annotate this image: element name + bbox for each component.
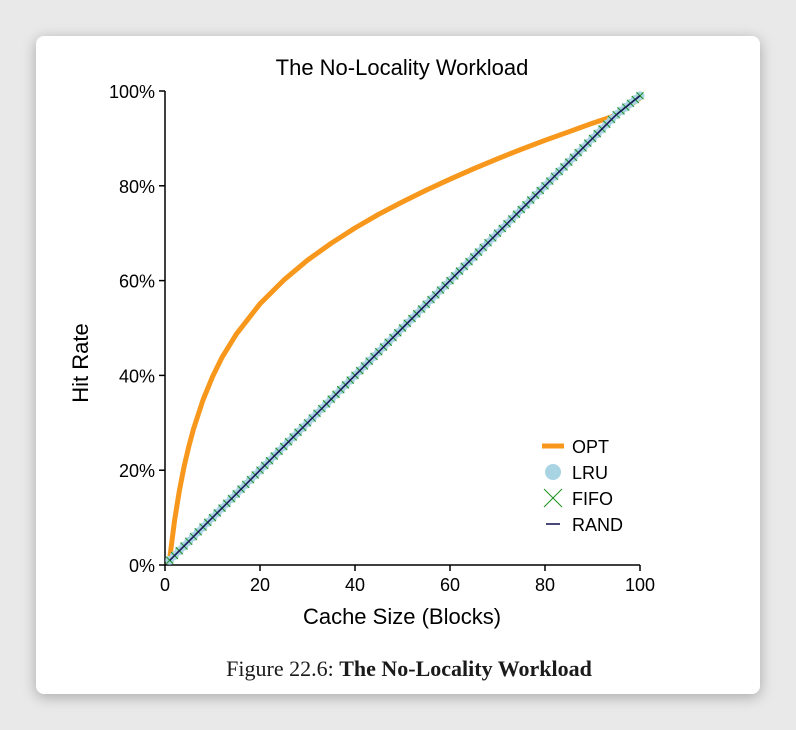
y-tick-label: 40% — [119, 366, 155, 386]
legend: OPT LRU FIFO RAND — [542, 437, 623, 535]
figure-caption: Figure 22.6: The No-Locality Workload — [36, 656, 782, 682]
y-tick-label: 20% — [119, 461, 155, 481]
caption-title: The No-Locality Workload — [339, 656, 592, 681]
x-tick-label: 60 — [440, 575, 460, 595]
x-tick-label: 40 — [345, 575, 365, 595]
legend-item-fifo: FIFO — [543, 488, 613, 509]
chart-title: The No-Locality Workload — [276, 55, 529, 80]
y-tick-label: 100% — [109, 82, 155, 102]
x-tick-label: 0 — [160, 575, 170, 595]
x-axis-label: Cache Size (Blocks) — [303, 604, 501, 629]
legend-label: FIFO — [572, 489, 613, 509]
legend-label: OPT — [572, 437, 609, 457]
legend-item-rand: RAND — [546, 515, 623, 535]
y-tick-label: 60% — [119, 272, 155, 292]
legend-swatch — [543, 488, 563, 508]
caption-prefix: Figure 22.6: — [226, 656, 334, 681]
y-tick-label: 0% — [129, 556, 155, 576]
axes: 0 20 40 60 80 100 0% 20% 40% 60% 80% 100% — [109, 82, 655, 595]
series-layer — [165, 91, 645, 565]
figure-card: The No-Locality Workload Hit Rate Cache … — [36, 36, 760, 694]
x-tick-label: 80 — [535, 575, 555, 595]
legend-item-lru: LRU — [545, 463, 608, 483]
legend-label: LRU — [572, 463, 608, 483]
legend-item-opt: OPT — [542, 437, 609, 457]
series-opt-line — [167, 95, 643, 561]
chart-svg: The No-Locality Workload Hit Rate Cache … — [68, 55, 655, 629]
x-tick-label: 20 — [250, 575, 270, 595]
series-rand-line — [169, 95, 641, 561]
y-tick-label: 80% — [119, 177, 155, 197]
x-tick-label: 100 — [625, 575, 655, 595]
legend-swatch — [545, 464, 561, 480]
y-axis-label: Hit Rate — [68, 323, 93, 402]
legend-label: RAND — [572, 515, 623, 535]
